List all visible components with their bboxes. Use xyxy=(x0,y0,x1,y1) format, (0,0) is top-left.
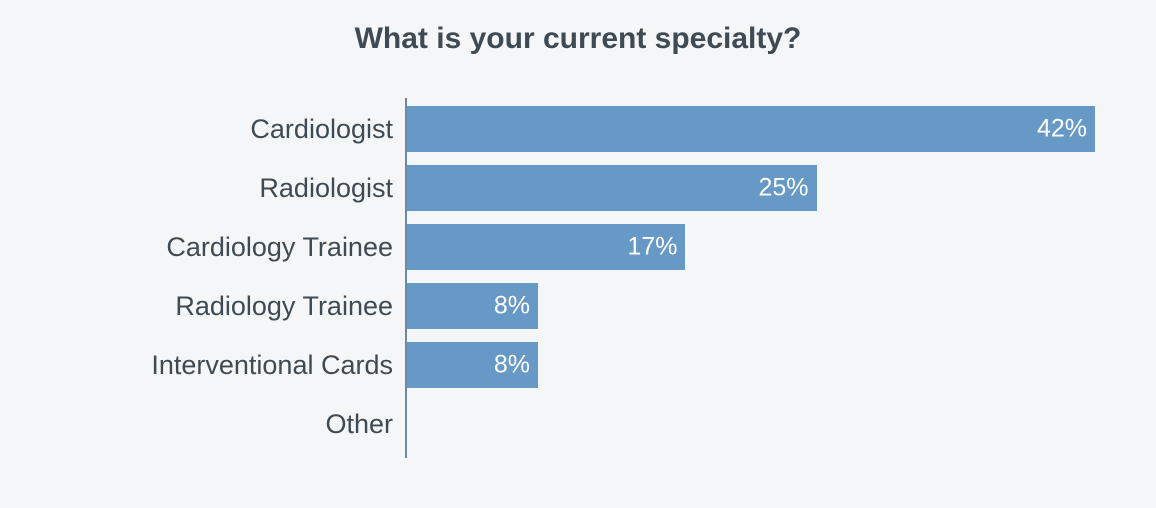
bar: 8% xyxy=(407,283,538,329)
value-label: 25% xyxy=(758,176,808,201)
chart-row: Cardiologist42% xyxy=(405,106,1095,152)
value-label: 8% xyxy=(494,353,530,378)
category-label: Cardiologist xyxy=(250,116,405,143)
category-label: Radiology Trainee xyxy=(175,293,405,320)
chart-row: Cardiology Trainee17% xyxy=(405,224,1095,270)
bar: 25% xyxy=(407,165,817,211)
chart-title: What is your current specialty? xyxy=(0,22,1156,56)
value-label: 42% xyxy=(1037,117,1087,142)
category-label: Other xyxy=(325,411,405,438)
category-label: Interventional Cards xyxy=(151,352,405,379)
chart-row: Radiology Trainee8% xyxy=(405,283,1095,329)
chart-row: Radiologist25% xyxy=(405,165,1095,211)
chart-row: Interventional Cards8% xyxy=(405,342,1095,388)
category-label: Cardiology Trainee xyxy=(166,234,405,261)
category-label: Radiologist xyxy=(259,175,405,202)
bar: 42% xyxy=(407,106,1095,152)
chart-row: Other xyxy=(405,401,1095,447)
bar: 8% xyxy=(407,342,538,388)
chart-plot-area: Cardiologist42% Radiologist25% Cardiology … xyxy=(405,98,1095,458)
value-label: 8% xyxy=(494,294,530,319)
value-label: 17% xyxy=(627,235,677,260)
bar: 17% xyxy=(407,224,685,270)
